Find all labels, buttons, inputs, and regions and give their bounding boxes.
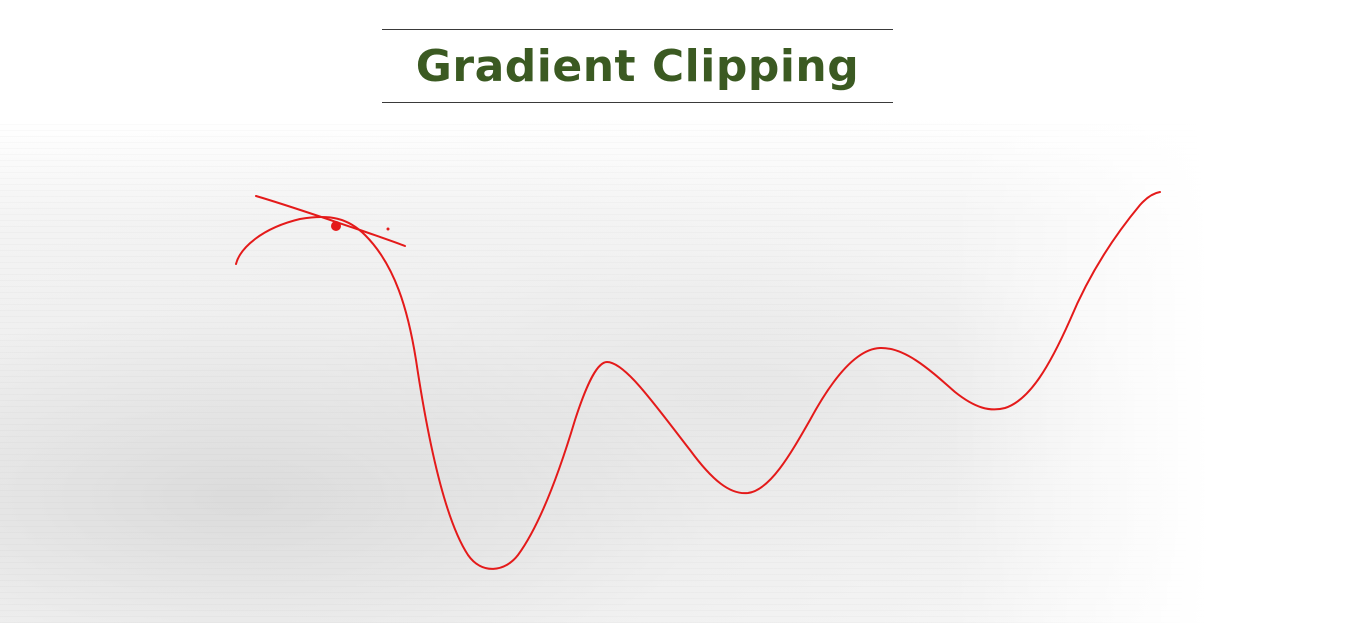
loss-curve (235, 191, 1161, 570)
point-marker (331, 221, 341, 231)
slide-title: Gradient Clipping (415, 40, 860, 92)
title-banner: Gradient Clipping (382, 29, 893, 103)
background-texture (0, 120, 1210, 623)
tangent-line (255, 195, 406, 247)
small-dot-mark (386, 227, 390, 231)
